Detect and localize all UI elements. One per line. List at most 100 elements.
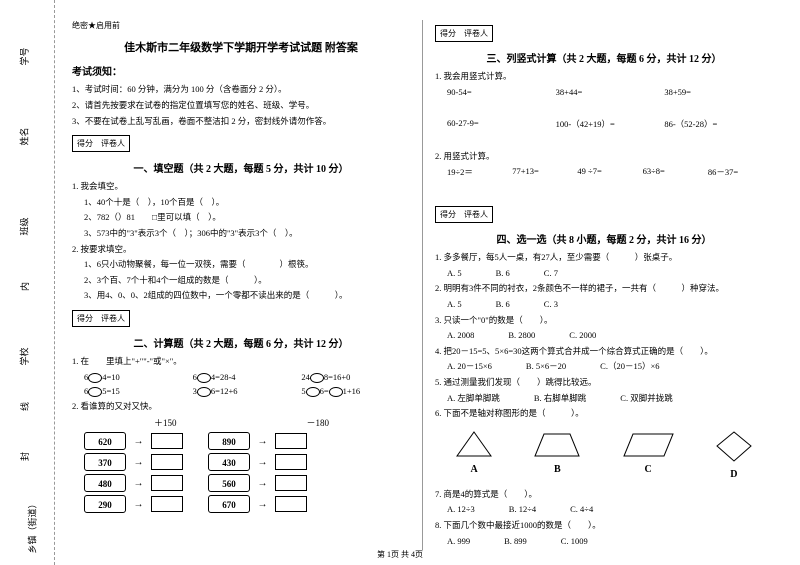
shape-c: C	[621, 429, 676, 480]
reviewer-label-4: 评卷人	[464, 210, 488, 219]
margin-xiangzhen: 乡镇（街道）	[26, 499, 39, 553]
margin-xuexiao: 学校	[18, 347, 31, 365]
s3-r1: 90-54= 38+44= 38+59=	[435, 87, 773, 97]
calc-1-1: 64=10	[84, 372, 193, 383]
flow-blank	[151, 433, 183, 449]
calc-row-2: 65=15 36=12+6 56=1+16	[72, 386, 410, 397]
flow-mid-box: 560	[208, 474, 250, 492]
s4-question: 6. 下面不是轴对称图形的是（ ）。	[435, 407, 773, 421]
score-box-3: 得分 评卷人	[435, 25, 493, 42]
s4-options: A. 左脚单脚跳 B. 右脚单脚跳 C. 双脚并拢跳	[435, 392, 773, 406]
reviewer-label-2: 评卷人	[101, 314, 125, 323]
s4-options: A. 5 B. 6 C. 7	[435, 267, 773, 281]
s4-options: A. 999 B. 899 C. 1009	[435, 535, 773, 549]
flow-left-box: 480	[84, 474, 126, 492]
exam-title: 佳木斯市二年级数学下学期开学考试试题 附答案	[72, 39, 410, 55]
margin-feng: 封	[18, 452, 31, 461]
s4-options: A. 5 B. 6 C. 3	[435, 298, 773, 312]
section1-title: 一、填空题（共 2 大题，每题 5 分，共计 10 分）	[72, 160, 410, 175]
flow-mid-box: 670	[208, 495, 250, 513]
eq-2-2: 100-（42+19）=	[556, 118, 665, 130]
flow-left-box: 290	[84, 495, 126, 513]
calc-1-2: 64=28-4	[193, 372, 302, 383]
flow-blank	[275, 496, 307, 512]
section2-title: 二、计算题（共 2 大题，每题 6 分，共计 12 分）	[72, 335, 410, 350]
s2-q2: 2. 看谁算的又对又快。	[72, 400, 410, 414]
shape-a: A	[454, 429, 494, 480]
calc-2-3: 56=1+16	[301, 386, 410, 397]
flow-row: 480 → 560 →	[84, 474, 410, 492]
trapezoid-icon	[532, 429, 582, 459]
arrow-icon: →	[126, 457, 151, 468]
binding-margin: 学号 姓名 班级 内 学校 线 封 乡镇（街道）	[0, 0, 55, 565]
eq-3-3: 49 ÷7=	[577, 166, 642, 178]
left-column: 绝密★启用前 佳木斯市二年级数学下学期开学考试试题 附答案 考试须知： 1、考试…	[60, 20, 422, 550]
s1-q1-2: 2、782（）81 □里可以填（ ）。	[72, 211, 410, 225]
s1-q2-3: 3、用4、0、0、2组成的四位数中，一个零都不读出来的是（ ）。	[72, 289, 410, 303]
flow-blank	[275, 475, 307, 491]
margin-xuehao: 学号	[18, 47, 31, 65]
rule-1: 1、考试时间：60 分钟，满分为 100 分（含卷面分 2 分）。	[72, 83, 410, 96]
flow-mid-box: 890	[208, 432, 250, 450]
arrow-icon: →	[126, 499, 151, 510]
eq-2-3: 86-（52-28）=	[664, 118, 773, 130]
calc-2-2: 36=12+6	[193, 386, 302, 397]
arrow-icon: →	[126, 436, 151, 447]
s3-r2: 60-27-9= 100-（42+19）= 86-（52-28）=	[435, 118, 773, 130]
flow-container: ＋150 －180 620 → 890 → 370 → 430 → 480 → …	[72, 416, 410, 513]
s1-q1-1: 1、40个十是（ ），10个百是（ ）。	[72, 196, 410, 210]
shape-b: B	[532, 429, 582, 480]
eq-3-4: 63÷8=	[643, 166, 708, 178]
s4-question: 7. 商是4的算式是（ ）。	[435, 488, 773, 502]
s4-options: A. 12÷3 B. 12÷4 C. 4÷4	[435, 503, 773, 517]
eq-3-5: 86－37=	[708, 166, 773, 178]
eq-1-2: 38+44=	[556, 87, 665, 97]
triangle-icon	[454, 429, 494, 459]
eq-1-1: 90-54=	[447, 87, 556, 97]
reviewer-label: 评卷人	[101, 139, 125, 148]
s3-q1: 1. 我会用竖式计算。	[435, 70, 773, 84]
flow-mid-box: 430	[208, 453, 250, 471]
margin-xian: 线	[18, 402, 31, 411]
shapes-row: A B C D	[435, 429, 773, 480]
s1-q1-3: 3、573中的"3"表示3个（ ）；306中的"3"表示3个（ ）。	[72, 227, 410, 241]
section4-title: 四、选一选（共 8 小题，每题 2 分，共计 16 分）	[435, 231, 773, 246]
label-d: D	[714, 469, 754, 480]
rule-2: 2、请首先按要求在试卷的指定位置填写您的姓名、班级、学号。	[72, 99, 410, 112]
s1-q2-2: 2、3个百、7个十和4个一组成的数是（ ）。	[72, 274, 410, 288]
label-a: A	[454, 464, 494, 475]
flow-row: 620 → 890 →	[84, 432, 410, 450]
flow-blank	[275, 433, 307, 449]
eq-3-2: 77+13=	[512, 166, 577, 178]
flow-blank	[151, 475, 183, 491]
flow-blank	[275, 454, 307, 470]
eq-1-3: 38+59=	[664, 87, 773, 97]
score-label-3: 得分	[440, 29, 456, 38]
right-column: 得分 评卷人 三、列竖式计算（共 2 大题，每题 6 分，共计 12 分） 1.…	[423, 20, 785, 550]
margin-banji: 班级	[18, 217, 31, 235]
s4-question: 4. 把20－15=5、5×6=30这两个算式合并成一个综合算式正确的是（ ）。	[435, 345, 773, 359]
diamond-icon	[714, 429, 754, 464]
secret-label: 绝密★启用前	[72, 20, 410, 31]
s4-options: A. 2008 B. 2800 C. 2000	[435, 329, 773, 343]
s1-q2: 2. 按要求填空。	[72, 243, 410, 257]
flow-row: 370 → 430 →	[84, 453, 410, 471]
page-footer: 第 1页 共 4页	[0, 549, 800, 560]
s4-options: A. 20－15×6 B. 5×6－20 C.（20－15）×6	[435, 360, 773, 374]
s4-question: 5. 通过测量我们发现（ ）跳得比较远。	[435, 376, 773, 390]
margin-xingming: 姓名	[18, 127, 31, 145]
flow-blank	[151, 496, 183, 512]
s1-q2-1: 1、6只小动物聚餐，每一位一双筷，需要（ ）根筷。	[72, 258, 410, 272]
notice-title: 考试须知：	[72, 63, 410, 78]
op-minus: －180	[307, 416, 330, 429]
flow-header: ＋150 －180	[84, 416, 410, 429]
op-plus: ＋150	[154, 416, 177, 429]
section3-title: 三、列竖式计算（共 2 大题，每题 6 分，共计 12 分）	[435, 50, 773, 65]
calc-row-1: 64=10 64=28-4 248=16+0	[72, 372, 410, 383]
score-box-2: 得分 评卷人	[72, 310, 130, 327]
s3-r3: 19÷2＝ 77+13= 49 ÷7= 63÷8= 86－37=	[435, 166, 773, 178]
flow-row: 290 → 670 →	[84, 495, 410, 513]
s4-question: 8. 下面几个数中最接近1000的数是（ ）。	[435, 519, 773, 533]
score-box-4: 得分 评卷人	[435, 206, 493, 223]
shape-d: D	[714, 429, 754, 480]
